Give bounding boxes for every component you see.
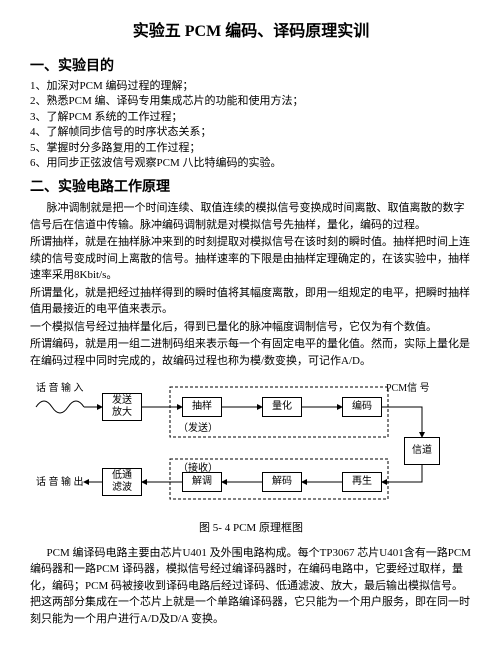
objective-1: 1、加深对PCM 编码过程的理解； <box>30 79 472 94</box>
diagram-caption: 图 5- 4 PCM 原理框图 <box>30 520 472 537</box>
para-section3: PCM 编译码电路主要由芯片U401 及外围电路构成。每个TP3067 芯片U4… <box>30 545 472 628</box>
objective-6: 6、用同步正弦波信号观察PCM 八比特编码的实验。 <box>30 156 472 171</box>
para-p3: 所谓量化，就是把经过抽样得到的瞬时值将其幅度离散，即用一组规定的电平，把瞬时抽样… <box>30 285 472 318</box>
para-p1: 脉冲调制就是把一个时间连续、取值连续的模拟信号变换成时间离散、取值离散的数字信号… <box>30 200 472 233</box>
section1-heading: 一、实验目的 <box>30 56 472 77</box>
box-channel: 信道 <box>404 437 440 465</box>
para-p2: 所谓抽样，就是在抽样脉冲来到的时刻提取对模拟信号在该时刻的瞬时值。抽样把时间上连… <box>30 234 472 284</box>
box-send-amp: 发送 放大 <box>102 393 142 421</box>
box-decode: 解码 <box>262 472 302 492</box>
box-demod: 解调 <box>182 472 222 492</box>
objective-3: 3、了解PCM 系统的工作过程； <box>30 110 472 125</box>
box-lowpass: 低通 滤波 <box>102 468 142 496</box>
box-sample: 抽样 <box>182 397 222 417</box>
objective-2: 2、熟悉PCM 编、译码专用集成芯片的功能和使用方法； <box>30 94 472 109</box>
para-p5: 所谓编码，就是用一组二进制码组来表示每一个有固定电平的量化值。然而，实际上量化是… <box>30 336 472 369</box>
para-p4: 一个模拟信号经过抽样量化后，得到已量化的脉冲幅度调制信号，它仅为有个数值。 <box>30 319 472 336</box>
objective-5: 5、掌握时分多路复用的工作过程； <box>30 141 472 156</box>
label-audio-in: 话 音 输 入 <box>36 381 84 396</box>
box-encode: 编码 <box>342 397 382 417</box>
label-pcm-signal: PCM信 号 <box>386 381 430 396</box>
objective-4: 4、了解帧同步信号的时序状态关系； <box>30 125 472 140</box>
label-audio-out: 话 音 输 出 <box>36 475 84 490</box>
box-quantize: 量化 <box>262 397 302 417</box>
label-tx: （发送） <box>178 421 218 436</box>
page-title: 实验五 PCM 编码、译码原理实训 <box>30 20 472 44</box>
pcm-diagram: 话 音 输 入 话 音 输 出 PCM信 号 （发送） （接收） 发送 放大 抽… <box>30 377 472 512</box>
box-regen: 再生 <box>342 472 382 492</box>
section2-heading: 二、实验电路工作原理 <box>30 177 472 198</box>
